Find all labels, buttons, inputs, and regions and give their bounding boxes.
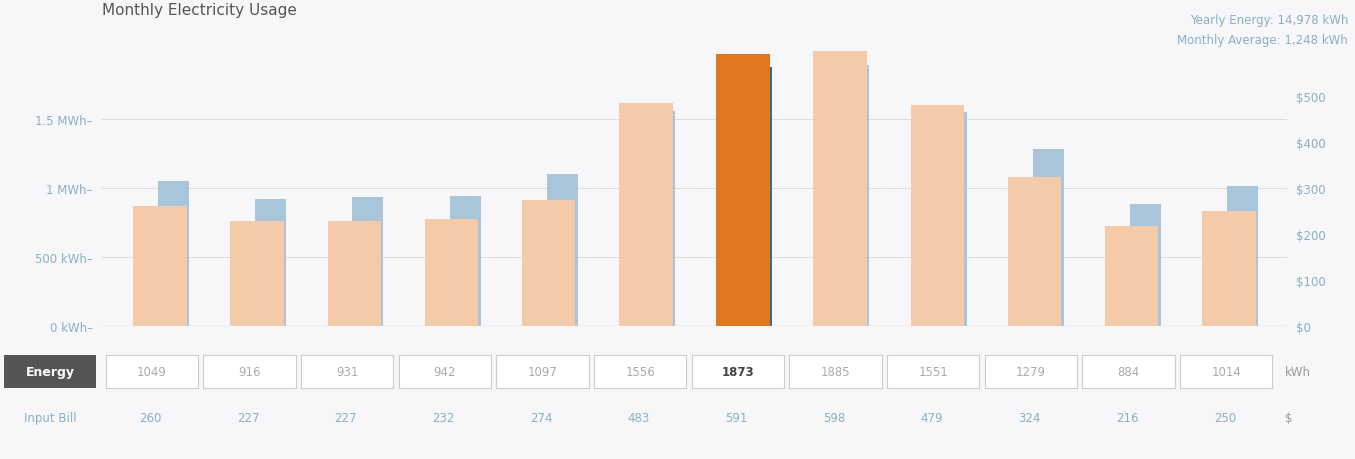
Bar bbox=[352, 198, 383, 326]
Bar bbox=[1033, 150, 1064, 326]
Text: 250: 250 bbox=[1214, 411, 1236, 424]
Text: 324: 324 bbox=[1019, 411, 1041, 424]
Bar bbox=[935, 112, 966, 326]
Text: 227: 227 bbox=[335, 411, 358, 424]
Text: 227: 227 bbox=[237, 411, 259, 424]
Text: Input Bill: Input Bill bbox=[24, 411, 76, 424]
Bar bbox=[522, 200, 576, 326]
Bar bbox=[1106, 227, 1159, 326]
Text: 274: 274 bbox=[530, 411, 553, 424]
Bar bbox=[1228, 186, 1257, 326]
Text: 1551: 1551 bbox=[919, 365, 948, 378]
Text: 942: 942 bbox=[434, 365, 457, 378]
Text: 1885: 1885 bbox=[821, 365, 851, 378]
Text: 260: 260 bbox=[140, 411, 161, 424]
Text: 1049: 1049 bbox=[137, 365, 167, 378]
Text: 483: 483 bbox=[627, 411, 650, 424]
Bar bbox=[1130, 204, 1161, 326]
Text: 1873: 1873 bbox=[722, 365, 755, 378]
Bar bbox=[911, 106, 965, 326]
Text: 232: 232 bbox=[432, 411, 455, 424]
Bar bbox=[546, 175, 577, 326]
Text: Monthly Electricity Usage: Monthly Electricity Usage bbox=[102, 3, 297, 18]
Text: 479: 479 bbox=[920, 411, 943, 424]
Bar bbox=[450, 196, 481, 326]
Text: 598: 598 bbox=[822, 411, 846, 424]
Text: 884: 884 bbox=[1118, 365, 1140, 378]
Bar bbox=[813, 51, 867, 326]
Text: $: $ bbox=[1285, 411, 1293, 424]
Bar bbox=[741, 68, 772, 326]
Bar bbox=[619, 104, 672, 326]
Text: 1556: 1556 bbox=[625, 365, 654, 378]
Bar bbox=[644, 112, 675, 326]
Bar bbox=[159, 181, 190, 326]
Bar bbox=[424, 219, 478, 326]
Text: 1279: 1279 bbox=[1016, 365, 1046, 378]
Bar bbox=[230, 222, 283, 326]
Bar bbox=[717, 55, 770, 326]
Text: kWh: kWh bbox=[1285, 365, 1310, 378]
Text: 1014: 1014 bbox=[1211, 365, 1241, 378]
Text: Yearly Energy: 14,978 kWh
Monthly Average: 1,248 kWh: Yearly Energy: 14,978 kWh Monthly Averag… bbox=[1177, 14, 1348, 47]
Text: 216: 216 bbox=[1117, 411, 1138, 424]
Bar bbox=[1008, 177, 1061, 326]
Text: Energy: Energy bbox=[26, 365, 75, 378]
Bar bbox=[255, 200, 286, 326]
Text: 931: 931 bbox=[336, 365, 358, 378]
Bar bbox=[133, 207, 187, 326]
Text: 916: 916 bbox=[238, 365, 260, 378]
Bar bbox=[328, 222, 381, 326]
Bar bbox=[1202, 211, 1256, 326]
Bar bbox=[839, 66, 870, 326]
Text: 591: 591 bbox=[725, 411, 748, 424]
Text: 1097: 1097 bbox=[527, 365, 557, 378]
